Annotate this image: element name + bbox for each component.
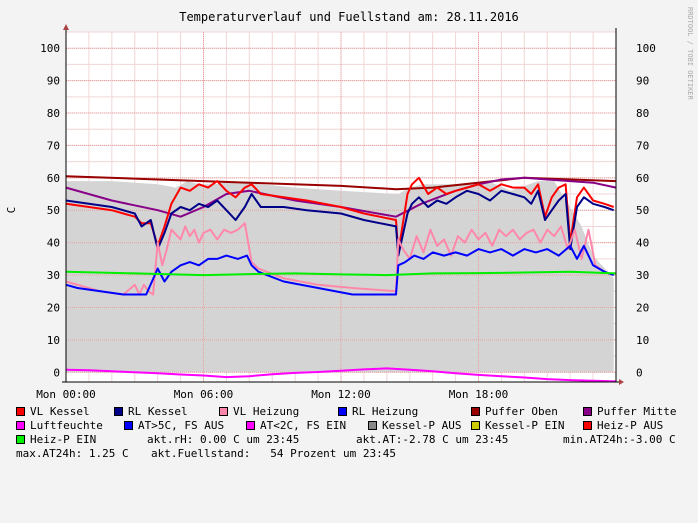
legend-swatch — [124, 421, 133, 430]
chart-title: Temperaturverlauf und Fuellstand am: 28.… — [179, 10, 519, 24]
legend-swatch — [16, 435, 25, 444]
series-line-vl-heizung — [65, 222, 615, 296]
y-tick-label-right: 70 — [636, 139, 649, 152]
chart-svg: 0 0 10 10 20 20 30 30 40 40 50 50 60 60 70 70 80 80 90 90 10… — [5, 7, 694, 400]
legend-swatch — [583, 407, 592, 416]
y-tick-label-left: 80 — [47, 107, 60, 120]
y-tick-label-right: 40 — [636, 237, 649, 250]
legend-label: VL Heizung — [233, 405, 300, 418]
legend-label: Heiz-P EIN — [30, 433, 97, 446]
y-tick-label-right: 90 — [636, 75, 649, 88]
series-line-heiz-p-ein — [65, 270, 617, 277]
legend-label: RL Heizung — [352, 405, 419, 418]
y-tick-label-right: 0 — [636, 366, 643, 379]
legend-label: Luftfeuchte — [30, 419, 103, 432]
y-axis-label: C — [5, 207, 18, 214]
y-tick-label-right: 50 — [636, 204, 649, 217]
legend-label: Puffer Oben — [485, 405, 558, 418]
legend-swatch — [583, 421, 592, 430]
legend-label: AT<2C, FS EIN — [260, 419, 347, 432]
legend-swatch — [16, 407, 25, 416]
series-line-vl-kessel — [65, 176, 615, 254]
series-line-rl-heizung — [65, 244, 615, 296]
stat-min-at: min.AT24h:-3.00 C — [563, 433, 676, 446]
legend-row-2: Luftfeuchte AT>5C, FS AUS AT<2C, FS EIN … — [0, 419, 698, 432]
x-tick-label: Mon 06:00 — [174, 388, 234, 400]
legend-swatch — [114, 407, 123, 416]
series-line-luftfeuchte — [65, 367, 617, 383]
x-tick-label: Mon 18:00 — [449, 388, 509, 400]
legend-swatch — [368, 421, 377, 430]
series-line-puffer-mitte — [65, 176, 617, 218]
y-tick-label-right: 20 — [636, 301, 649, 314]
series-line-rl-kessel — [65, 189, 615, 257]
y-tick-label-right: 60 — [636, 172, 649, 185]
y-tick-label-left: 90 — [47, 75, 60, 88]
y-tick-label-right: 80 — [636, 107, 649, 120]
legend-label: Kessel-P AUS — [382, 419, 462, 432]
legend-label: Puffer Mitte — [597, 405, 677, 418]
legend-row-3: Heiz-P EIN akt.rH: 0.00 C um 23:45 akt.A… — [0, 433, 698, 446]
y-tick-label-left: 60 — [47, 172, 60, 185]
stat-fuellstand: akt.Fuellstand: 54 Prozent um 23:45 — [151, 447, 397, 460]
legend-label: Heiz-P AUS — [597, 419, 664, 432]
x-tick-label: Mon 00:00 — [36, 388, 96, 400]
y-tick-label-right: 30 — [636, 269, 649, 282]
y-tick-label-left: 40 — [47, 237, 60, 250]
legend-label: Kessel-P EIN — [485, 419, 565, 432]
stat-akt-at: akt.AT:-2.78 C um 23:45 — [356, 433, 509, 446]
y-tick-label-left: 0 — [53, 366, 60, 379]
chart-frame: 0 0 10 10 20 20 30 30 40 40 50 50 60 60 70 70 80 80 90 90 10… — [0, 7, 698, 460]
legend-label: RL Kessel — [128, 405, 188, 418]
legend-label: VL Kessel — [30, 405, 90, 418]
legend-row-1: VL Kessel RL Kessel VL Heizung RL Heizun… — [0, 405, 698, 418]
y-tick-label-left: 30 — [47, 269, 60, 282]
y-axis-arrow-icon — [63, 24, 69, 30]
legend-row-4: max.AT24h: 1.25 C akt.Fuellstand: 54 Pro… — [0, 447, 698, 460]
y-tick-label-left: 50 — [47, 204, 60, 217]
legend-swatch — [471, 421, 480, 430]
y-tick-label-left: 100 — [40, 42, 60, 55]
stat-akt-rh: akt.rH: 0.00 C um 23:45 — [147, 433, 300, 446]
legend-swatch — [219, 407, 228, 416]
y-tick-label-left: 10 — [47, 334, 60, 347]
watermark-text: RRDTOOL / TOBI OETIKER — [686, 7, 694, 101]
y-tick-label-right: 10 — [636, 334, 649, 347]
stat-max-at: max.AT24h: 1.25 C — [16, 447, 129, 460]
legend-swatch — [471, 407, 480, 416]
x-axis-arrow-icon — [619, 379, 624, 385]
y-tick-label-left: 20 — [47, 301, 60, 314]
legend-swatch — [16, 421, 25, 430]
legend-label: AT>5C, FS AUS — [138, 419, 225, 432]
legend-swatch — [246, 421, 255, 430]
x-tick-label: Mon 12:00 — [311, 388, 371, 400]
y-tick-label-right: 100 — [636, 42, 656, 55]
y-tick-label-left: 70 — [47, 139, 60, 152]
area-kessel-p-aus — [66, 181, 614, 373]
legend-swatch — [338, 407, 347, 416]
